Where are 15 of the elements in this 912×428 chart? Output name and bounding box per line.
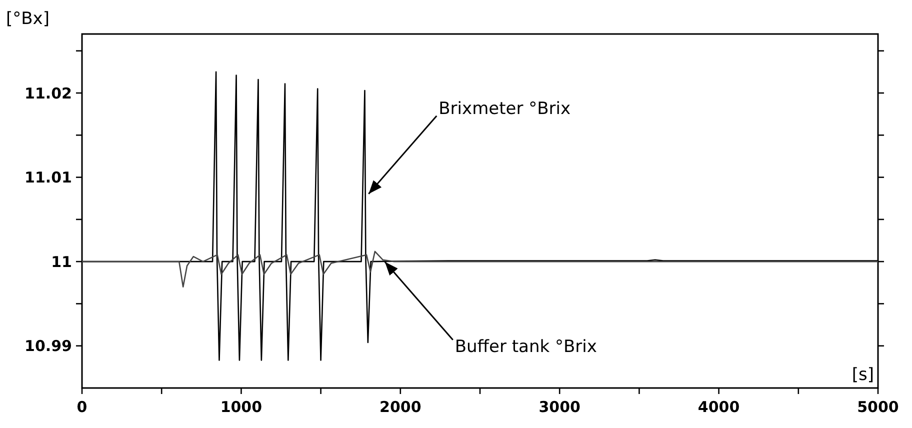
x-axis-title: [s] (852, 365, 874, 385)
annotation: Buffer tank °Brix (454, 336, 597, 357)
annotation: Brixmeter °Brix (438, 99, 571, 120)
y-tick-label: 11.02 (24, 84, 72, 102)
y-tick-label: 10.99 (24, 337, 72, 356)
x-tick-label: 2000 (380, 398, 422, 416)
x-tick-label: 1000 (220, 398, 262, 416)
x-tick-label: 4000 (698, 398, 740, 416)
x-tick-label: 0 (76, 398, 88, 416)
x-tick-label: 5000 (857, 398, 899, 416)
y-tick-label: 11 (51, 252, 72, 271)
line-series (81, 250, 879, 288)
y-tick-label: 11.01 (24, 168, 72, 187)
x-tick-label: 3000 (538, 398, 580, 416)
y-axis-title: [°Bx] (6, 9, 50, 29)
